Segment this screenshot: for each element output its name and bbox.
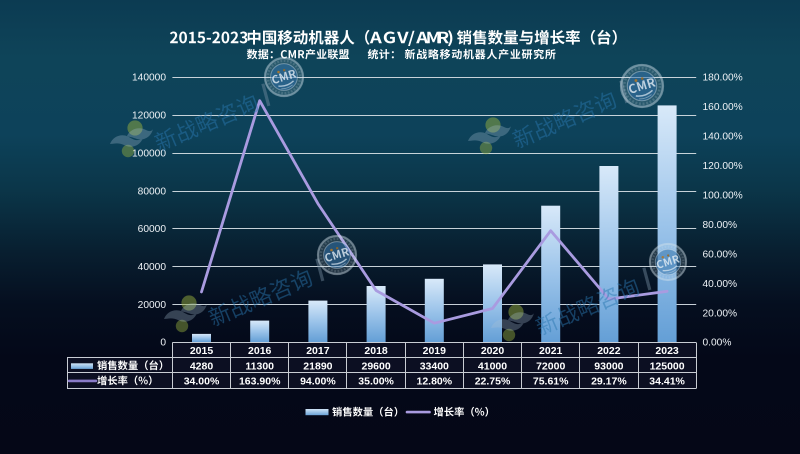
svg-text:33400: 33400 <box>420 360 449 372</box>
svg-text:2019: 2019 <box>423 345 447 357</box>
svg-text:2016: 2016 <box>248 345 272 357</box>
svg-text:11300: 11300 <box>245 360 274 372</box>
svg-text:72000: 72000 <box>536 360 565 372</box>
svg-text:20.00%: 20.00% <box>703 308 738 319</box>
svg-text:163.90%: 163.90% <box>239 375 281 387</box>
svg-text:75.61%: 75.61% <box>533 375 569 387</box>
svg-text:40000: 40000 <box>138 262 167 273</box>
svg-text:100.00%: 100.00% <box>703 191 743 202</box>
svg-text:93000: 93000 <box>594 360 623 372</box>
svg-text:180.00%: 180.00% <box>703 73 743 84</box>
svg-text:100000: 100000 <box>132 148 166 159</box>
svg-text:0: 0 <box>160 338 166 349</box>
svg-text:80.00%: 80.00% <box>703 220 738 231</box>
svg-text:60000: 60000 <box>138 224 167 235</box>
svg-text:22.75%: 22.75% <box>475 375 511 387</box>
svg-text:34.00%: 34.00% <box>184 375 220 387</box>
svg-text:94.00%: 94.00% <box>300 375 336 387</box>
svg-text:41000: 41000 <box>478 360 507 372</box>
svg-text:140.00%: 140.00% <box>703 132 743 143</box>
svg-text:60.00%: 60.00% <box>703 249 738 260</box>
svg-text:2017: 2017 <box>306 345 330 357</box>
svg-text:29600: 29600 <box>361 360 390 372</box>
svg-text:140000: 140000 <box>132 73 166 84</box>
svg-text:80000: 80000 <box>138 186 167 197</box>
svg-text:21890: 21890 <box>303 360 332 372</box>
svg-text:2023: 2023 <box>655 345 679 357</box>
svg-text:29.17%: 29.17% <box>591 375 627 387</box>
svg-text:125000: 125000 <box>650 360 685 372</box>
svg-text:0.00%: 0.00% <box>703 338 732 349</box>
svg-text:34.41%: 34.41% <box>649 375 685 387</box>
svg-text:2015: 2015 <box>190 345 214 357</box>
svg-text:160.00%: 160.00% <box>703 102 743 113</box>
svg-text:35.00%: 35.00% <box>358 375 394 387</box>
svg-text:120.00%: 120.00% <box>703 161 743 172</box>
svg-text:120000: 120000 <box>132 111 166 122</box>
svg-text:12.80%: 12.80% <box>416 375 452 387</box>
svg-text:2021: 2021 <box>539 345 563 357</box>
svg-text:2020: 2020 <box>481 345 505 357</box>
svg-text:2018: 2018 <box>364 345 388 357</box>
svg-text:20000: 20000 <box>138 300 167 311</box>
svg-text:4280: 4280 <box>190 360 214 372</box>
svg-text:40.00%: 40.00% <box>703 279 738 290</box>
svg-text:2022: 2022 <box>597 345 621 357</box>
